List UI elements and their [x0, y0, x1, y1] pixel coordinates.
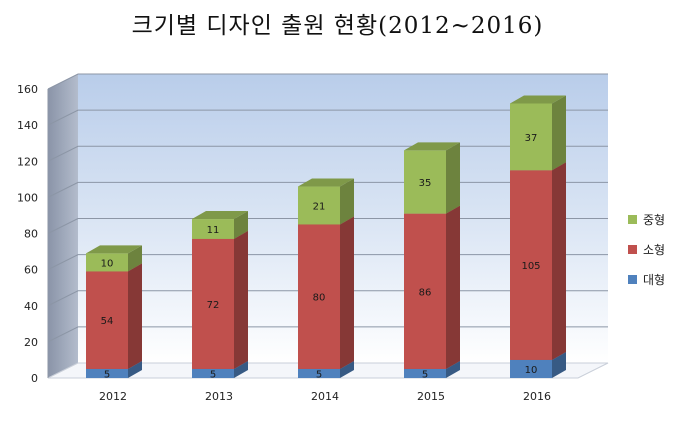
data-label: 21	[313, 202, 326, 213]
legend-label-small: 소형	[643, 242, 666, 257]
legend-label-medium: 중형	[643, 212, 666, 227]
bar-segment-top	[192, 211, 248, 220]
legend-item-medium: 중형	[628, 204, 665, 234]
gridline	[47, 73, 608, 90]
bar-segment	[298, 224, 340, 369]
bar-segment	[404, 213, 446, 369]
data-label: 72	[207, 300, 220, 311]
y-tick-label: 120	[17, 155, 38, 168]
bar-segment	[192, 219, 234, 239]
x-tick-label: 2012	[99, 390, 127, 403]
y-tick-label: 20	[24, 336, 38, 349]
x-tick-label: 2014	[311, 390, 339, 403]
y-tick-label: 60	[24, 264, 38, 277]
data-label: 80	[313, 293, 326, 304]
bar-segment-top	[86, 245, 142, 254]
legend-item-small: 소형	[628, 234, 665, 264]
bar-segment-side	[234, 211, 248, 239]
bar-segment-side	[446, 360, 460, 378]
bar-segment-side	[340, 216, 354, 369]
data-label: 54	[101, 316, 114, 327]
y-tick-label: 80	[24, 228, 38, 241]
bar-segment	[510, 170, 552, 360]
bar-segment	[404, 368, 446, 378]
bar-segment	[86, 368, 128, 378]
bar-segment-top	[404, 142, 460, 151]
legend-swatch-large	[628, 274, 637, 284]
data-label: 5	[210, 369, 216, 380]
bar-segment	[86, 253, 128, 272]
chart-title: 크기별 디자인 출원 현황(2012~2016)	[131, 13, 544, 39]
x-tick-label: 2015	[417, 390, 445, 403]
bar-segment-top	[510, 95, 566, 104]
legend-swatch-medium	[628, 214, 637, 224]
legend-swatch-small	[628, 244, 637, 254]
data-label: 35	[419, 178, 432, 189]
bar-segment-side	[340, 178, 354, 225]
data-label: 11	[207, 225, 220, 236]
x-tick-label: 2016	[523, 390, 551, 403]
bar-segment-side	[552, 351, 566, 378]
legend-label-large: 대형	[643, 272, 666, 287]
y-tick-label: 160	[17, 83, 38, 96]
data-label: 5	[422, 369, 428, 380]
legend: 중형 소형 대형	[628, 204, 665, 294]
bar-segment-side	[552, 162, 566, 360]
bar-segment-side	[128, 360, 142, 378]
bar-segment-side	[446, 205, 460, 369]
y-tick-label: 40	[24, 300, 38, 313]
bar-segment	[86, 271, 128, 369]
bar-segment	[298, 186, 340, 225]
bar-segment-side	[234, 230, 248, 369]
x-tick-label: 2013	[205, 390, 233, 403]
gridline	[47, 109, 608, 126]
data-label: 5	[104, 369, 110, 380]
data-label: 10	[101, 258, 114, 269]
bar-segment	[510, 359, 552, 378]
bar-segment-side	[128, 245, 142, 272]
data-label: 37	[525, 133, 538, 144]
bar-segment-side	[128, 263, 142, 369]
bar-segment-side	[234, 360, 248, 378]
data-label: 86	[419, 287, 432, 298]
bar-segment	[404, 150, 446, 214]
data-label: 105	[521, 261, 540, 272]
y-tick-label: 100	[17, 191, 38, 204]
y-tick-label: 0	[31, 372, 38, 385]
bar-segment-side	[446, 142, 460, 214]
bar-segment-top	[298, 178, 354, 187]
data-label: 10	[525, 365, 538, 376]
y-tick-label: 140	[17, 119, 38, 132]
bar-segment	[298, 368, 340, 378]
bar-segment-side	[340, 360, 354, 378]
bar-segment	[192, 368, 234, 378]
data-label: 5	[316, 369, 322, 380]
bar-segment	[192, 238, 234, 369]
bar-segment	[510, 103, 552, 171]
bar-segment-side	[552, 95, 566, 171]
legend-item-large: 대형	[628, 264, 665, 294]
